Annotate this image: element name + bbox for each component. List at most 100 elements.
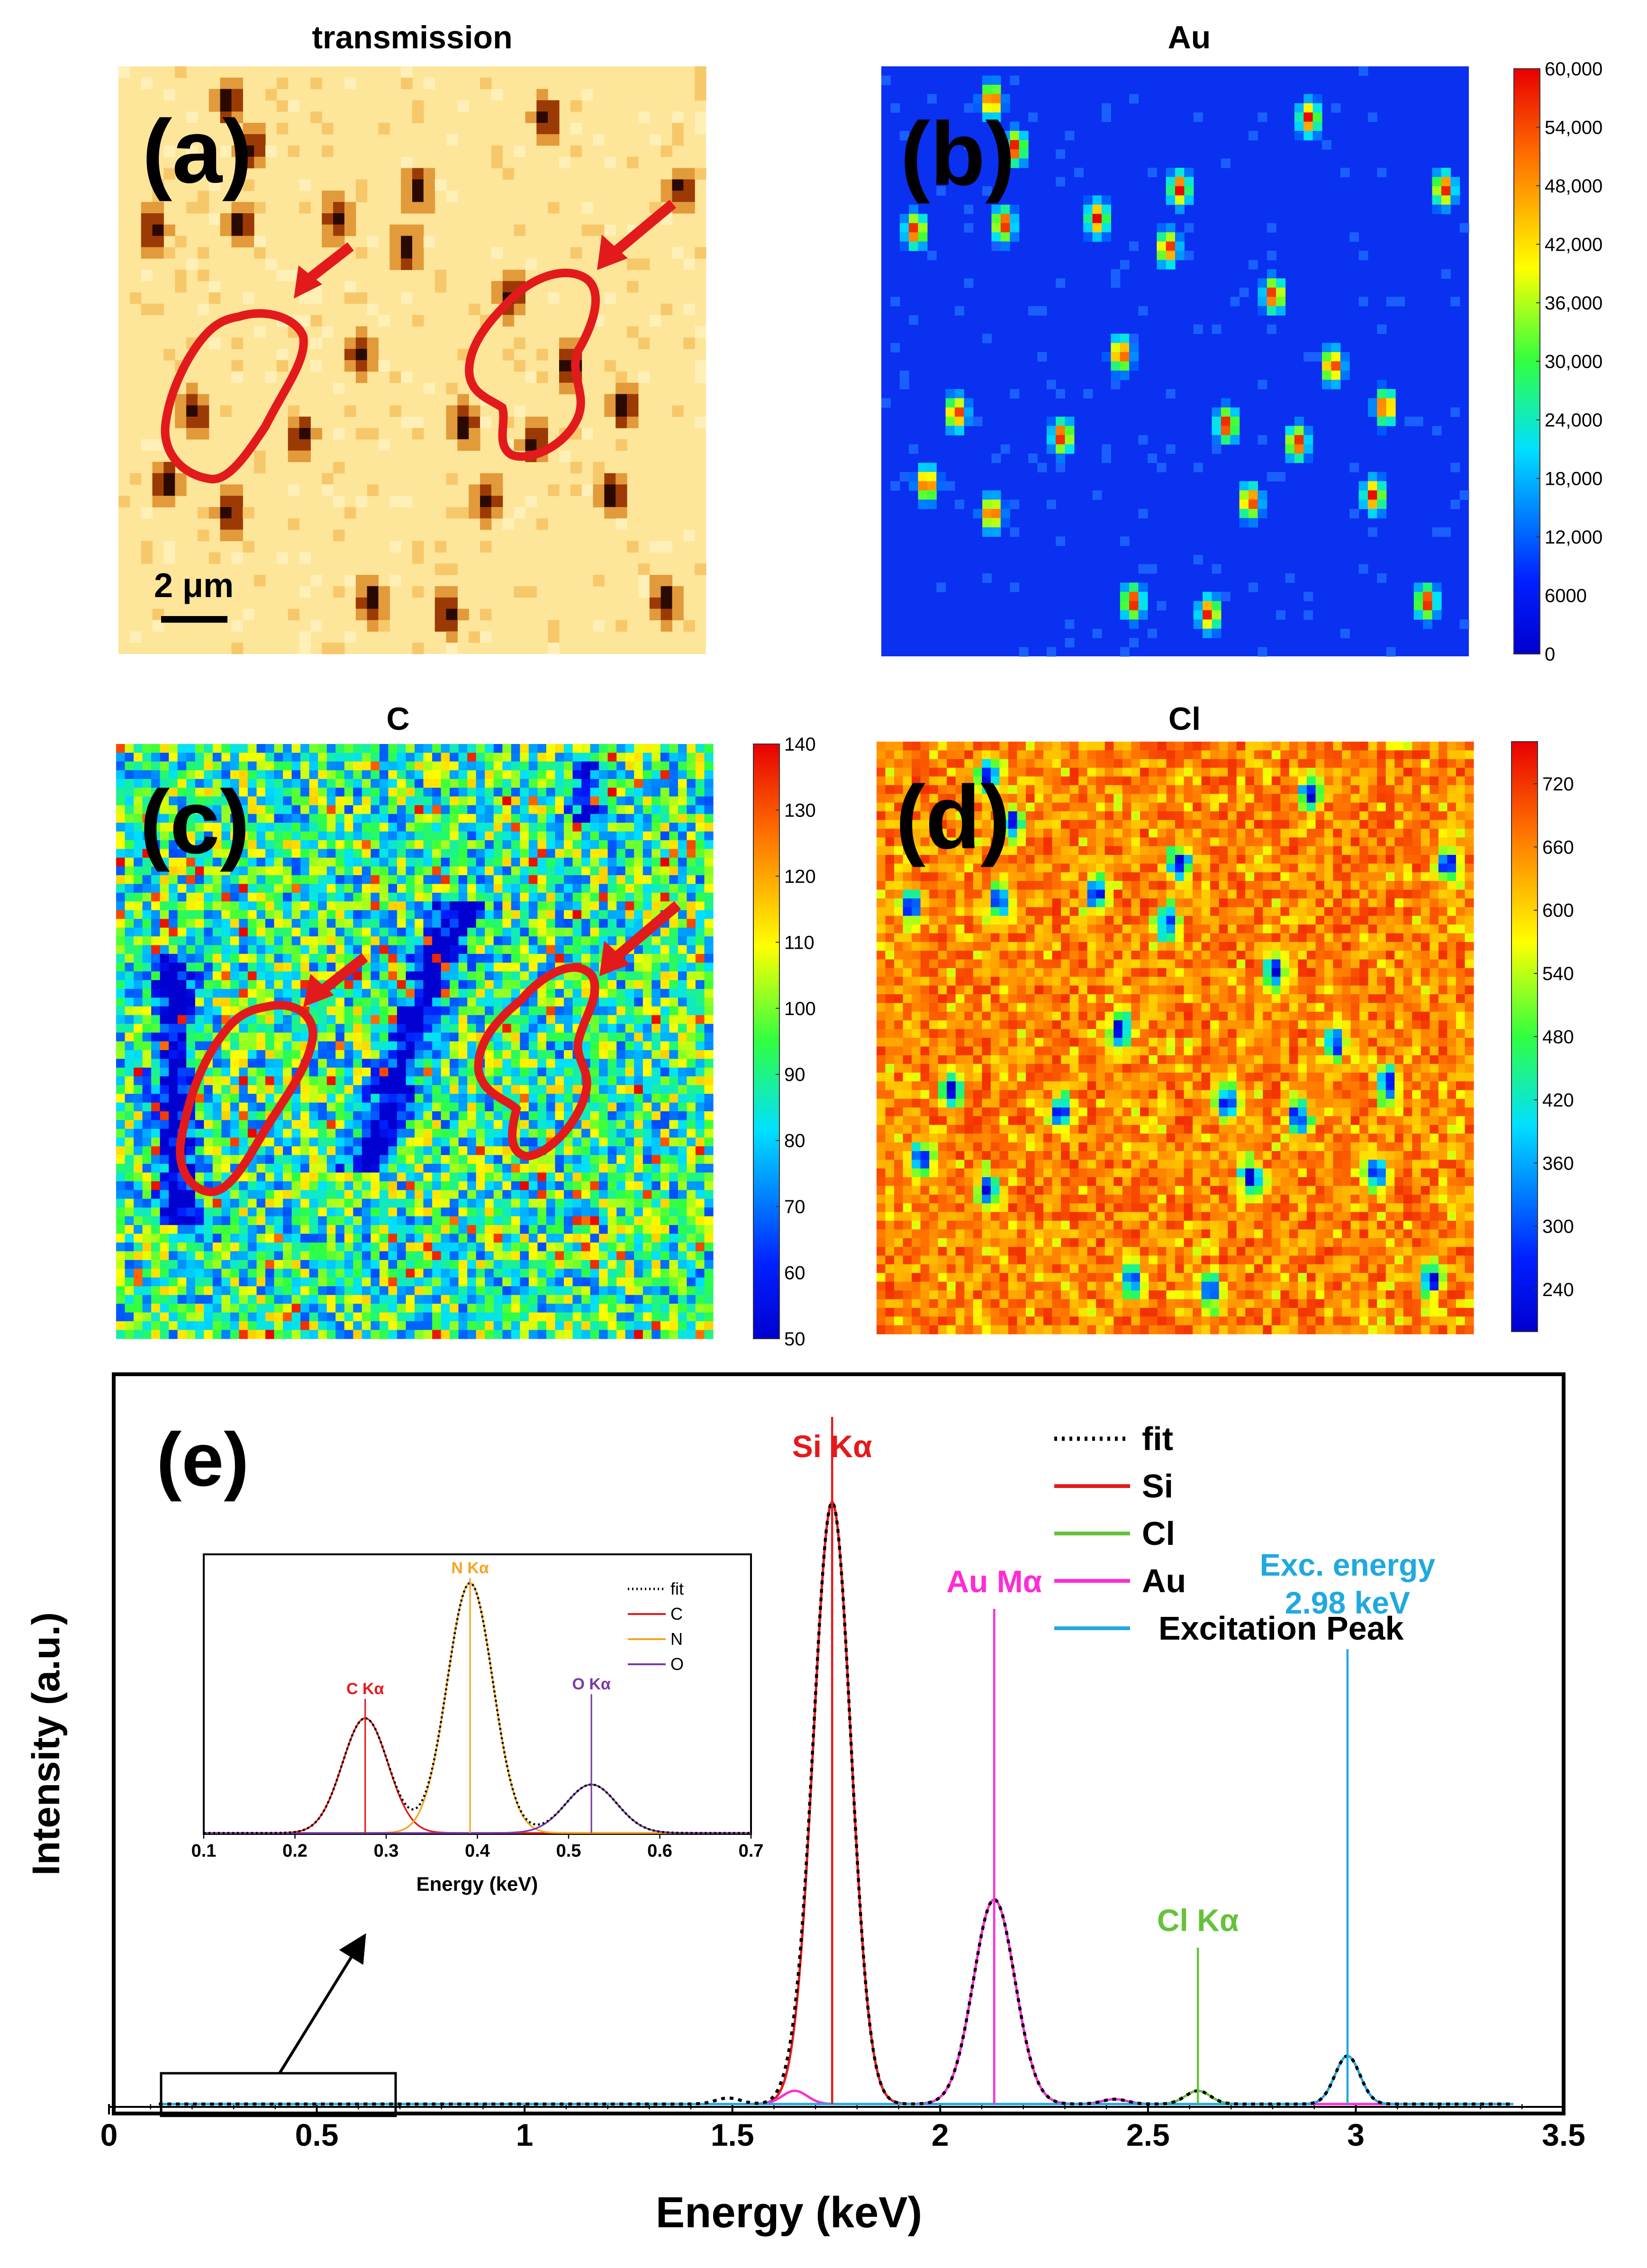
map-pixel bbox=[476, 1094, 485, 1103]
map-pixel bbox=[353, 1190, 362, 1199]
map-pixel bbox=[221, 840, 231, 850]
map-pixel bbox=[274, 823, 283, 832]
map-pixel bbox=[309, 1251, 318, 1261]
map-pixel bbox=[493, 1216, 503, 1225]
map-pixel bbox=[169, 1120, 178, 1129]
map-pixel bbox=[581, 831, 591, 841]
map-pixel bbox=[537, 919, 547, 928]
map-pixel bbox=[493, 1067, 503, 1077]
map-pixel bbox=[564, 1041, 573, 1051]
map-pixel bbox=[441, 1155, 450, 1164]
map-pixel bbox=[546, 1050, 555, 1060]
map-pixel bbox=[326, 1198, 336, 1208]
map-pixel bbox=[546, 1015, 555, 1025]
map-pixel bbox=[151, 1295, 161, 1304]
map-pixel bbox=[599, 831, 608, 841]
map-pixel bbox=[572, 1172, 582, 1182]
map-pixel bbox=[511, 1207, 520, 1217]
map-pixel bbox=[649, 541, 661, 553]
map-pixel bbox=[590, 1120, 599, 1129]
map-pixel bbox=[221, 1163, 231, 1173]
map-pixel bbox=[300, 805, 310, 815]
map-pixel bbox=[467, 1321, 477, 1331]
map-pixel bbox=[467, 1120, 477, 1129]
map-pixel bbox=[627, 326, 639, 338]
map-pixel bbox=[1312, 103, 1322, 113]
map-pixel bbox=[247, 1076, 257, 1086]
map-pixel bbox=[638, 371, 650, 383]
map-pixel bbox=[555, 761, 564, 771]
map-pixel bbox=[125, 1094, 134, 1103]
map-pixel bbox=[125, 1269, 134, 1278]
map-pixel bbox=[555, 814, 564, 823]
map-pixel bbox=[572, 814, 582, 823]
map-pixel bbox=[1459, 223, 1469, 233]
map-pixel bbox=[432, 1155, 442, 1164]
arrow-right-head bbox=[597, 235, 628, 270]
map-pixel bbox=[283, 945, 292, 954]
map-pixel bbox=[371, 857, 380, 867]
map-pixel bbox=[432, 910, 442, 919]
map-pixel bbox=[590, 788, 599, 797]
map-pixel bbox=[125, 953, 134, 963]
map-pixel bbox=[335, 1163, 345, 1173]
map-pixel bbox=[116, 866, 126, 876]
map-pixel bbox=[581, 1207, 591, 1217]
map-pixel bbox=[204, 1216, 213, 1225]
map-pixel bbox=[423, 179, 435, 191]
map-pixel bbox=[291, 779, 301, 788]
map-pixel bbox=[909, 481, 919, 491]
map-pixel bbox=[616, 1015, 626, 1025]
map-pixel bbox=[480, 484, 492, 496]
map-pixel bbox=[502, 936, 512, 946]
map-pixel bbox=[326, 884, 336, 893]
panel-a-title: transmission bbox=[312, 19, 512, 55]
map-pixel bbox=[333, 643, 345, 654]
map-pixel bbox=[239, 1085, 248, 1094]
map-pixel bbox=[528, 1260, 538, 1269]
map-pixel bbox=[1258, 647, 1267, 657]
map-pixel bbox=[151, 1067, 161, 1077]
map-pixel bbox=[195, 936, 204, 946]
map-pixel bbox=[564, 1260, 573, 1269]
map-pixel bbox=[450, 962, 459, 972]
map-pixel bbox=[441, 892, 450, 902]
map-pixel bbox=[379, 857, 389, 867]
map-pixel bbox=[151, 1251, 161, 1261]
map-pixel bbox=[134, 1234, 143, 1243]
map-pixel bbox=[1340, 371, 1350, 381]
map-pixel bbox=[186, 394, 198, 406]
map-pixel bbox=[615, 439, 627, 451]
map-pixel bbox=[265, 1312, 275, 1322]
map-pixel bbox=[973, 417, 983, 426]
map-pixel bbox=[572, 840, 582, 850]
map-pixel bbox=[537, 1207, 547, 1217]
map-pixel bbox=[344, 989, 353, 998]
map-pixel bbox=[695, 371, 706, 383]
map-pixel bbox=[1276, 278, 1286, 288]
map-pixel bbox=[458, 1330, 468, 1339]
map-pixel bbox=[362, 1137, 371, 1147]
map-pixel bbox=[502, 840, 512, 850]
map-pixel bbox=[493, 814, 503, 823]
map-pixel bbox=[291, 840, 301, 850]
map-pixel bbox=[335, 770, 345, 780]
map-pixel bbox=[537, 1190, 547, 1199]
map-pixel bbox=[300, 1225, 310, 1234]
map-pixel bbox=[344, 213, 356, 225]
map-pixel bbox=[239, 1304, 248, 1313]
map-pixel bbox=[326, 1225, 336, 1234]
map-pixel bbox=[1083, 214, 1093, 224]
map-pixel bbox=[572, 1085, 582, 1094]
map-pixel bbox=[186, 382, 198, 395]
colorbar-tick-label: 42,000 bbox=[1545, 235, 1602, 255]
map-pixel bbox=[616, 1111, 626, 1121]
map-pixel bbox=[493, 1251, 503, 1261]
map-pixel bbox=[581, 901, 591, 911]
map-pixel bbox=[397, 1330, 406, 1339]
map-pixel bbox=[186, 1295, 196, 1304]
map-pixel bbox=[283, 857, 292, 867]
map-pixel bbox=[204, 1198, 213, 1208]
map-pixel bbox=[265, 1059, 275, 1068]
map-pixel bbox=[555, 1120, 564, 1129]
